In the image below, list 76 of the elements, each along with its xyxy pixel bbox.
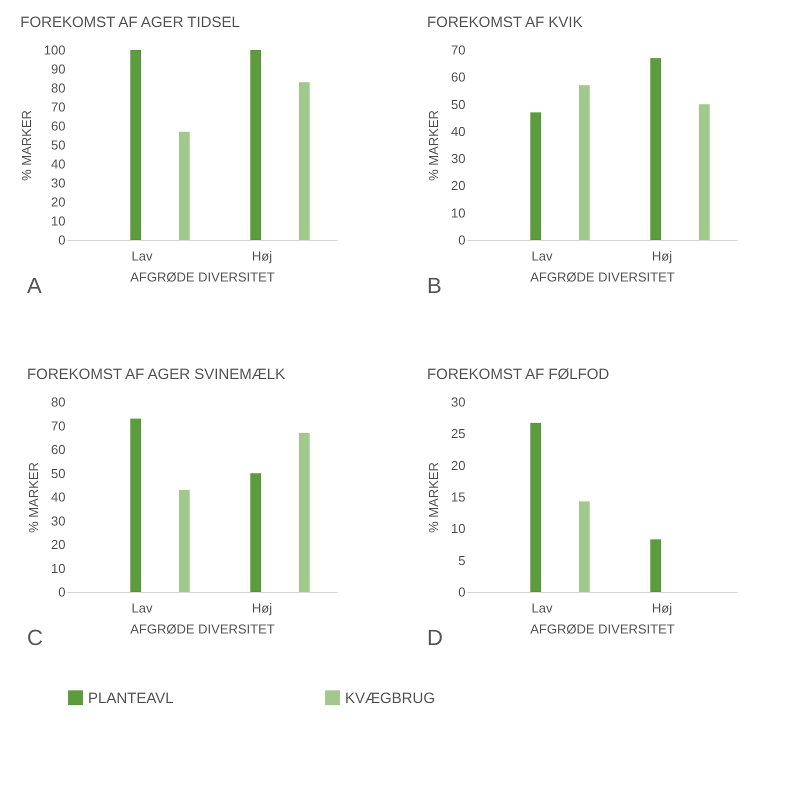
y-tick-label: 30 <box>51 176 66 190</box>
x-axis-title: AFGRØDE DIVERSITET <box>130 270 275 284</box>
y-tick-label: 60 <box>51 118 66 134</box>
chart-title: FOREKOMST AF AGER SVINEMÆLK <box>27 366 286 383</box>
bar <box>298 82 310 240</box>
chart-title: FOREKOMST AF KVIK <box>427 14 583 31</box>
bar <box>530 422 542 592</box>
bar <box>178 490 190 592</box>
bar <box>650 58 662 240</box>
x-axis-title: AFGRØDE DIVERSITET <box>130 622 275 636</box>
y-tick-label: 50 <box>451 96 466 112</box>
bar <box>250 473 262 592</box>
x-tick-label: Lav <box>532 600 553 616</box>
y-tick-label: 10 <box>451 205 466 220</box>
y-tick-label: 80 <box>51 80 66 96</box>
bar <box>250 50 262 240</box>
bar <box>578 85 590 240</box>
y-tick-label: 60 <box>451 70 466 85</box>
y-tick-label: 30 <box>451 394 466 410</box>
bar <box>578 501 590 592</box>
bar <box>178 132 190 240</box>
y-tick-label: 20 <box>451 458 466 473</box>
bar <box>650 539 662 592</box>
y-tick-label: 70 <box>51 418 66 434</box>
x-tick-label: Lav <box>532 248 553 264</box>
x-tick-label: Høj <box>252 248 272 264</box>
y-tick-label: 50 <box>51 466 66 481</box>
bar <box>698 104 710 240</box>
y-tick-label: 5 <box>458 552 466 568</box>
y-tick-label: 20 <box>51 194 66 210</box>
y-axis-title: % MARKER <box>18 110 34 181</box>
y-tick-label: 50 <box>51 138 66 152</box>
y-axis-title: % MARKER <box>426 462 442 533</box>
x-axis-title: AFGRØDE DIVERSITET <box>530 270 675 284</box>
y-tick-label: 30 <box>51 513 66 528</box>
x-tick-label: Høj <box>252 600 272 616</box>
y-tick-label: 100 <box>44 42 66 58</box>
y-tick-label: 10 <box>51 214 66 228</box>
chart-title: FOREKOMST AF FØLFOD <box>427 366 610 383</box>
y-tick-label: 20 <box>51 537 66 552</box>
y-tick-label: 20 <box>451 178 466 194</box>
x-tick-label: Høj <box>652 600 672 616</box>
y-tick-label: 0 <box>458 232 466 248</box>
y-tick-label: 30 <box>451 151 466 166</box>
y-tick-label: 0 <box>458 584 466 600</box>
y-tick-label: 40 <box>51 156 66 172</box>
x-axis-title: AFGRØDE DIVERSITET <box>530 622 675 636</box>
y-tick-label: 90 <box>51 62 66 76</box>
x-tick-label: Lav <box>132 600 153 616</box>
y-tick-label: 25 <box>451 426 466 442</box>
y-tick-label: 15 <box>451 490 466 504</box>
y-tick-label: 60 <box>51 442 66 457</box>
y-tick-label: 40 <box>451 124 466 139</box>
legend-label: PLANTEAVL <box>88 690 174 707</box>
y-tick-label: 0 <box>58 232 66 248</box>
text: D <box>427 625 443 650</box>
y-axis-title: % MARKER <box>426 110 442 181</box>
legend-label: KVÆGBRUG <box>345 690 436 707</box>
chart-title: FOREKOMST AF AGER TIDSEL <box>20 14 240 31</box>
text: C <box>27 625 43 650</box>
y-tick-label: 10 <box>51 560 66 576</box>
y-axis-title: % MARKER <box>26 462 42 533</box>
y-tick-label: 70 <box>451 42 466 58</box>
y-tick-label: 70 <box>51 100 66 114</box>
y-tick-label: 40 <box>51 490 66 504</box>
y-tick-label: 80 <box>51 394 66 410</box>
x-tick-label: Høj <box>652 248 672 264</box>
bar <box>130 50 142 240</box>
x-tick-label: Lav <box>132 248 153 264</box>
bar <box>530 112 542 240</box>
y-tick-label: 10 <box>451 521 466 536</box>
text: B <box>427 273 442 298</box>
bar <box>130 418 142 592</box>
text: A <box>27 273 42 298</box>
y-tick-label: 0 <box>58 584 66 600</box>
bar <box>298 432 310 592</box>
